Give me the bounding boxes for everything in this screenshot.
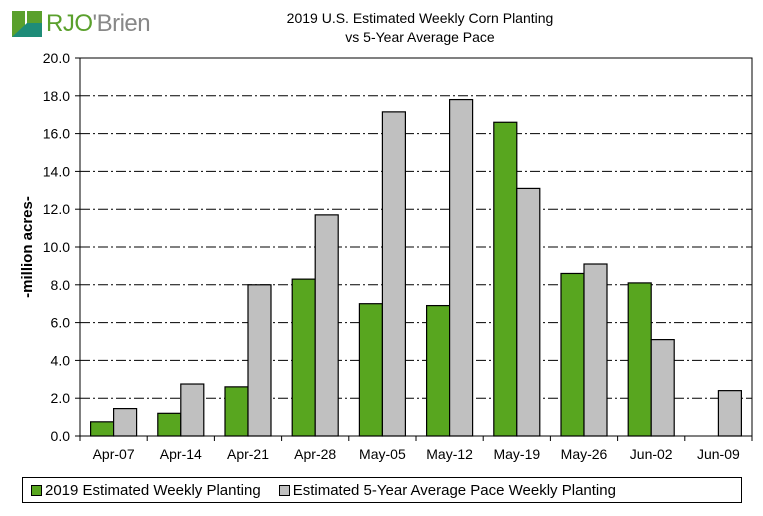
x-tick-label: May-12	[426, 446, 473, 462]
y-axis-label: -million acres-	[19, 196, 36, 298]
x-tick-label: May-19	[493, 446, 540, 462]
chart-title: 2019 U.S. Estimated Weekly Corn Planting	[286, 10, 554, 26]
bar-5yr-avg	[180, 383, 205, 437]
bar-5yr-avg	[717, 390, 743, 437]
legend-item-5yr: Estimated 5-Year Average Pace Weekly Pla…	[271, 482, 616, 499]
x-tick-label: Apr-28	[294, 446, 336, 462]
chart-subtitle: vs 5-Year Average Pace	[345, 29, 495, 45]
y-tick-label: 8.0	[51, 277, 71, 293]
y-tick-label: 20.0	[43, 50, 70, 66]
legend-label: Estimated 5-Year Average Pace Weekly Pla…	[292, 481, 616, 499]
legend-label: 2019 Estimated Weekly Planting	[45, 481, 261, 499]
y-tick-label: 18.0	[43, 88, 70, 104]
y-tick-label: 16.0	[43, 126, 70, 142]
bar-5yr-avg	[516, 187, 541, 437]
bar-5yr-avg	[650, 339, 675, 437]
legend-swatch	[278, 484, 290, 496]
bar-5yr-avg	[314, 214, 339, 437]
bar-2019	[426, 304, 451, 437]
bar-2019	[358, 303, 383, 437]
y-tick-label: 2.0	[51, 390, 71, 406]
x-tick-label: Apr-07	[93, 446, 135, 462]
x-tick-label: May-26	[561, 446, 608, 462]
bar-2019	[493, 121, 518, 437]
legend-swatch	[31, 484, 42, 496]
y-tick-label: 10.0	[43, 239, 70, 255]
x-tick-label: Jun-09	[697, 446, 740, 462]
y-tick-label: 0.0	[51, 428, 71, 444]
bar-5yr-avg	[449, 98, 474, 437]
bar-5yr-avg	[583, 263, 608, 437]
plot-area-border	[79, 57, 753, 437]
bar-5yr-avg	[247, 284, 272, 437]
bar-5yr-avg	[112, 407, 138, 437]
bar-2019	[560, 272, 585, 437]
bar-2019	[291, 278, 316, 437]
x-tick-label: May-05	[359, 446, 406, 462]
bar-5yr-avg	[381, 111, 406, 437]
x-tick-label: Apr-14	[160, 446, 202, 462]
y-tick-label: 12.0	[43, 201, 70, 217]
bar-2019	[157, 412, 182, 437]
rjo-brien-logo: RJO'Brien	[12, 10, 151, 38]
legend: 2019 Estimated Weekly Planting Estimated…	[22, 477, 742, 503]
x-tick-label: Apr-21	[227, 446, 269, 462]
y-tick-label: 14.0	[43, 163, 70, 179]
y-tick-label: 6.0	[51, 315, 71, 331]
x-tick-label: Jun-02	[630, 446, 673, 462]
bar-2019	[224, 386, 249, 437]
legend-item-2019: 2019 Estimated Weekly Planting	[23, 482, 261, 499]
bar-2019	[89, 421, 115, 437]
y-tick-label: 4.0	[51, 352, 71, 368]
bar-2019	[627, 282, 652, 437]
logo-mark-icon	[12, 11, 42, 37]
